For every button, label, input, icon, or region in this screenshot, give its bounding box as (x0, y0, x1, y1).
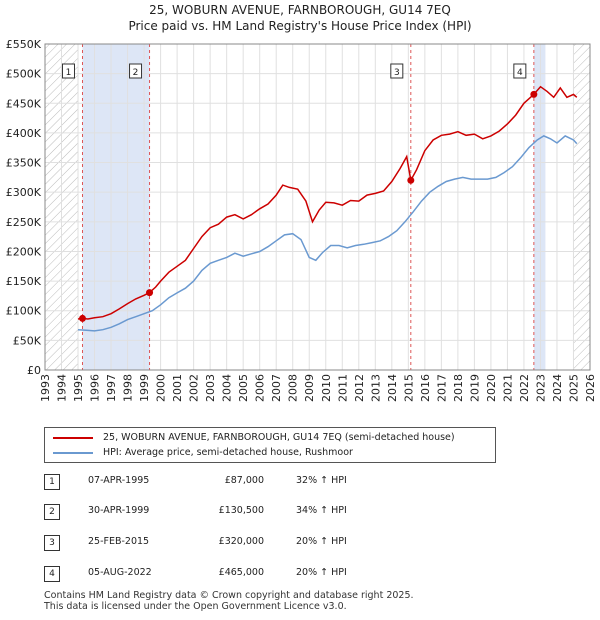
hpi-line (77, 135, 578, 332)
y-tick-label: £50K (13, 334, 42, 347)
y-tick-label: £150K (6, 275, 42, 288)
sale-row: 4 05-AUG-2022 £465,000 20% ↑ HPI (44, 566, 504, 584)
x-tick-label: 1996 (89, 374, 102, 402)
x-tick-label: 2007 (270, 374, 283, 402)
legend-label-hpi: HPI: Average price, semi-detached house,… (103, 447, 353, 458)
shaded-period (533, 44, 546, 370)
x-tick-label: 2012 (353, 374, 366, 402)
x-tick-label: 2009 (303, 374, 316, 402)
x-tick-label: 2003 (204, 374, 217, 402)
sale-price: £320,000 (218, 536, 264, 547)
sale-row: 3 25-FEB-2015 £320,000 20% ↑ HPI (44, 535, 504, 553)
legend: 25, WOBURN AVENUE, FARNBOROUGH, GU14 7EQ… (44, 427, 496, 463)
x-tick-label: 2001 (171, 374, 184, 402)
sale-hpi-change: 20% ↑ HPI (296, 536, 347, 547)
sale-price: £87,000 (224, 475, 264, 486)
x-tick-label: 2016 (419, 374, 432, 402)
sale-label: 1 (66, 68, 72, 78)
sale-row: 2 30-APR-1999 £130,500 34% ↑ HPI (44, 504, 504, 522)
sale-label-box (513, 63, 527, 79)
x-tick-label: 2023 (534, 374, 547, 402)
x-tick-label: 2010 (320, 374, 333, 402)
x-tick-label: 2011 (336, 374, 349, 402)
x-tick-label: 1999 (138, 374, 151, 402)
x-tick-label: 2002 (188, 374, 201, 402)
legend-swatch-property (53, 436, 93, 439)
y-tick-label: £500K (6, 68, 42, 81)
sale-price: £465,000 (218, 567, 264, 578)
x-tick-label: 2013 (369, 374, 382, 402)
y-tick-label: £200K (6, 245, 42, 258)
sale-label-box (390, 63, 404, 79)
hatched-region-after (573, 44, 590, 370)
sale-number: 3 (44, 535, 60, 551)
x-tick-label: 2008 (287, 374, 300, 402)
sale-label: 3 (394, 68, 400, 78)
footer-copyright: Contains HM Land Registry data © Crown c… (44, 590, 414, 601)
chart-title: 25, WOBURN AVENUE, FARNBOROUGH, GU14 7EQ… (0, 2, 600, 34)
sale-point (407, 176, 415, 184)
x-tick-label: 2005 (237, 374, 250, 402)
x-tick-label: 2021 (501, 374, 514, 402)
legend-item-property: 25, WOBURN AVENUE, FARNBOROUGH, GU14 7EQ… (53, 431, 455, 445)
y-tick-label: £450K (6, 97, 42, 110)
y-tick-label: £300K (6, 186, 42, 199)
sale-point (530, 90, 538, 98)
footer-licence: This data is licensed under the Open Gov… (44, 601, 347, 612)
legend-swatch-hpi (53, 451, 93, 454)
property-price-line (77, 85, 578, 320)
y-tick-label: £100K (6, 305, 42, 318)
sale-label-box (129, 63, 143, 79)
sale-number: 2 (44, 504, 60, 520)
y-tick-label: £400K (6, 127, 42, 140)
sale-date: 25-FEB-2015 (88, 536, 150, 547)
sale-price: £130,500 (218, 505, 264, 516)
x-tick-label: 2022 (518, 374, 531, 402)
x-tick-label: 1998 (122, 374, 135, 402)
sale-hpi-change: 32% ↑ HPI (296, 475, 347, 486)
x-tick-label: 2014 (386, 374, 399, 402)
price-chart: 1 2 3 4 £0 £50K £100K £150K £200K £250K £300K £350K… (6, 38, 597, 402)
x-tick-label: 2004 (221, 374, 234, 402)
x-tick-label: 2018 (452, 374, 465, 402)
x-tick-label: 2006 (254, 374, 267, 402)
sale-point (78, 314, 86, 322)
x-tick-label: 1995 (72, 374, 85, 402)
x-tick-label: 2024 (551, 374, 564, 402)
x-tick-label: 2000 (155, 374, 168, 402)
sale-date: 30-APR-1999 (88, 505, 150, 516)
sale-row: 1 07-APR-1995 £87,000 32% ↑ HPI (44, 474, 504, 492)
x-tick-label: 2019 (468, 374, 481, 402)
plot-frame (44, 43, 591, 371)
y-tick-label: £350K (6, 157, 42, 170)
legend-item-hpi: HPI: Average price, semi-detached house,… (53, 446, 353, 460)
sale-hpi-change: 20% ↑ HPI (296, 567, 347, 578)
sale-label: 2 (133, 68, 139, 78)
x-tick-label: 1997 (105, 374, 118, 402)
shaded-period (82, 44, 150, 370)
sale-date: 05-AUG-2022 (88, 567, 152, 578)
title-line-1: 25, WOBURN AVENUE, FARNBOROUGH, GU14 7EQ (149, 3, 451, 17)
x-tick-label: 2026 (584, 374, 597, 402)
x-tick-label: 1994 (56, 374, 69, 402)
sale-hpi-change: 34% ↑ HPI (296, 505, 347, 516)
sale-label-box (61, 63, 75, 79)
x-tick-label: 1993 (39, 374, 52, 402)
footer: Contains HM Land Registry data © Crown c… (44, 590, 414, 612)
sale-number: 4 (44, 566, 60, 582)
title-line-2: Price paid vs. HM Land Registry's House … (128, 19, 472, 33)
x-tick-label: 2017 (435, 374, 448, 402)
sale-date: 07-APR-1995 (88, 475, 150, 486)
sale-number: 1 (44, 474, 60, 490)
x-tick-label: 2025 (567, 374, 580, 402)
y-tick-label: £550K (6, 38, 42, 51)
sale-label: 4 (517, 68, 523, 78)
y-tick-label: £250K (6, 216, 42, 229)
sale-point (146, 289, 154, 297)
x-tick-label: 2020 (485, 374, 498, 402)
y-tick-label: £0 (27, 364, 41, 377)
legend-label-property: 25, WOBURN AVENUE, FARNBOROUGH, GU14 7EQ… (103, 432, 455, 443)
x-tick-label: 2015 (402, 374, 415, 402)
